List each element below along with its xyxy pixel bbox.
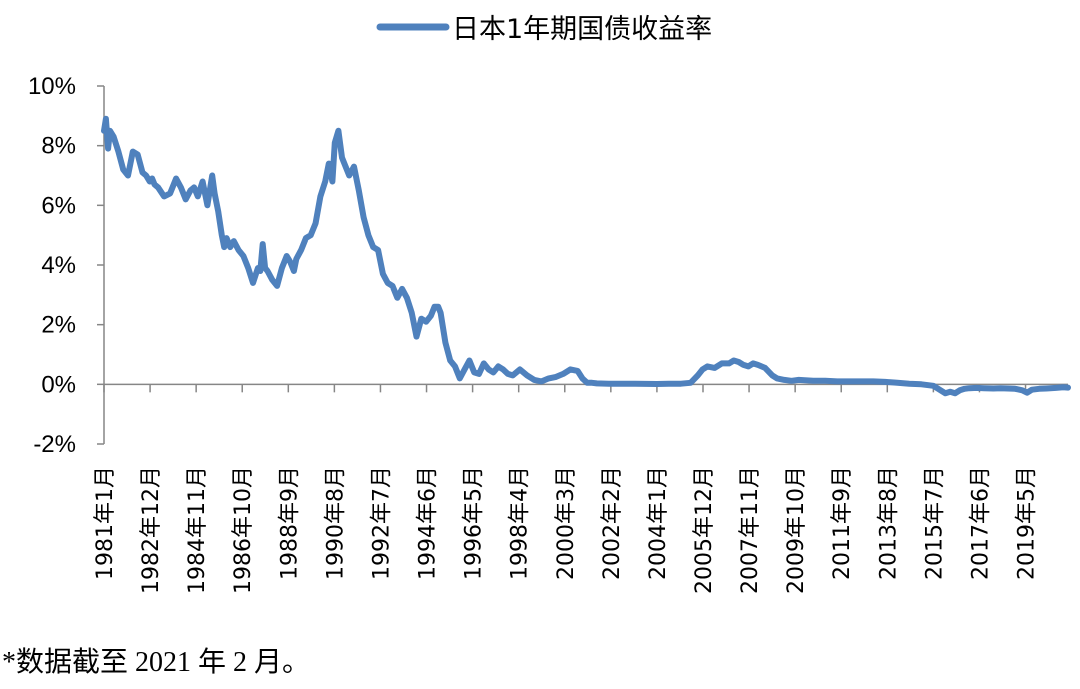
x-tick-label: 2017年6月 [968,466,993,580]
footnote: *数据截至 2021 年 2 月。 [2,647,311,678]
x-tick-label: 1996年5月 [462,466,487,580]
legend-label: 日本1年期国债收益率 [452,14,712,45]
x-tick-label: 2013年8月 [876,466,901,580]
x-tick-label: 2007年11月 [738,466,763,594]
y-tick-label: 2% [41,312,76,339]
y-tick-label: 10% [28,73,76,100]
x-tick-label: 2002年2月 [600,466,625,580]
x-tick-label: 1988年9月 [277,466,302,580]
x-tick-label: 1992年7月 [369,466,394,580]
y-tick-label: 8% [41,133,76,160]
y-tick-label: 0% [41,371,76,398]
x-tick-label: 1990年8月 [323,466,348,580]
y-axis-ticks: -2% 0% 2% 4% 6% 8% 10% [28,73,104,458]
series-line [101,115,1071,397]
x-tick-label: 2011年9月 [830,466,855,580]
y-tick-label: 6% [41,192,76,219]
legend: 日本1年期国债收益率 [376,14,712,45]
x-tick-label: 1994年6月 [416,466,441,580]
x-tick-label: 1986年10月 [231,466,256,594]
y-tick-label: -2% [33,431,76,458]
x-tick-label: 2019年5月 [1015,466,1040,580]
y-tick-label: 4% [41,252,76,279]
x-tick-label: 2005年12月 [692,466,717,594]
x-tick-label: 2009年10月 [784,466,809,594]
x-tick-label: 1982年12月 [139,466,164,594]
x-tick-label: 2000年3月 [554,466,579,580]
x-tick-label: 1998年4月 [508,466,533,580]
x-tick-label: 2015年7月 [922,466,947,580]
x-tick-label: 2004年1月 [646,466,671,580]
line-chart: 日本1年期国债收益率 -2% 0% 2% 4% 6% 8% 10% 1981年1月 1982年… [28,14,1071,594]
x-tick-label: 1984年11月 [185,466,210,594]
x-axis-ticks: 1981年1月 1982年12月 1984年11月 1986年10月 1988年9月 19… [93,384,1040,594]
x-tick-label: 1981年1月 [93,466,118,580]
